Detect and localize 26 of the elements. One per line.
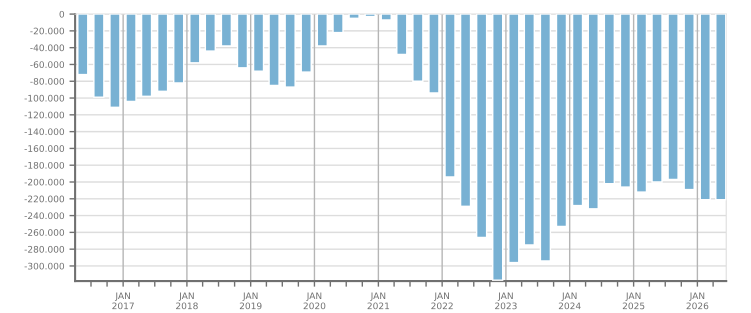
x-tick-label: JAN 2018 — [176, 292, 198, 310]
y-tick-label: -100.000 — [24, 94, 64, 102]
x-tick-label: JAN 2017 — [112, 292, 134, 310]
x-tick-label: JAN 2024 — [558, 292, 581, 310]
y-tick-label: -260.000 — [24, 229, 64, 236]
x-tick-label: JAN 2023 — [495, 292, 517, 310]
y-tick-label: -300.000 — [24, 262, 64, 270]
y-tick-label: -40.000 — [30, 44, 64, 52]
y-tick-label: -120.000 — [24, 112, 64, 118]
y-tick-label: -220.000 — [24, 196, 64, 202]
x-tick-label: JAN 2022 — [431, 292, 453, 310]
y-tick-label: -240.000 — [24, 212, 64, 220]
x-tick-label: JAN 2021 — [368, 292, 390, 310]
y-tick-label: 0 — [60, 10, 64, 18]
y-tick-label: -140.000 — [24, 128, 64, 136]
y-tick-label: -160.000 — [24, 145, 64, 152]
x-tick-label: JAN 2020 — [304, 292, 326, 310]
y-tick-label: -60.000 — [30, 61, 64, 68]
y-tick-label: -200.000 — [24, 178, 64, 186]
x-tick-label: JAN 2025 — [622, 292, 644, 310]
y-tick-label: -280.000 — [24, 246, 64, 253]
y-tick-label: -80.000 — [30, 78, 64, 85]
x-tick-label: JAN 2026 — [686, 292, 708, 310]
y-tick-label: -180.000 — [24, 162, 64, 169]
x-tick-label: JAN 2019 — [240, 292, 262, 310]
y-tick-label: -20.000 — [30, 28, 64, 34]
